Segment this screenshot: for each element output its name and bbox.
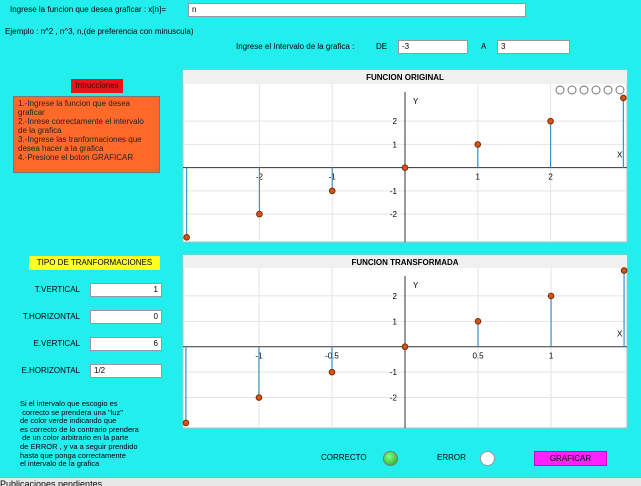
toolbar-icon (579, 85, 589, 95)
x-tick-label: 2 (548, 173, 553, 182)
instruction-line: 3.-Ingrese las tranformaciones que (18, 135, 142, 144)
stem-marker (474, 318, 482, 325)
error-light (480, 451, 495, 466)
toolbar-icon (603, 85, 613, 95)
y-tick-label: -1 (390, 187, 398, 196)
interval-label: Ingrese el Intervalo de la grafica : (236, 42, 355, 51)
y-tick-label: 2 (393, 117, 398, 126)
field-label: T.VERTICAL (34, 285, 80, 294)
instruction-line: de la grafica (18, 126, 62, 135)
stem-marker (620, 94, 627, 102)
instruction-line: 2.-Inrese correctamente el intervalo (18, 117, 144, 126)
field-input[interactable]: 6 (90, 337, 162, 351)
y-tick-label: 1 (393, 140, 398, 149)
plot-button[interactable]: GRAFICAR (534, 451, 607, 466)
y-axis-label: Y (413, 281, 419, 290)
note-text: Si el intervalo que escogio es correcto … (20, 399, 139, 469)
note-line: Si el intervalo que escogio es (20, 399, 118, 408)
y-tick-label: 2 (393, 292, 398, 301)
error-label: ERROR (437, 453, 466, 462)
field-input[interactable]: 0 (90, 310, 162, 324)
toolbar-icon (591, 85, 601, 95)
instruction-line: graficar (18, 108, 45, 117)
note-line: de color verde indicando que (20, 416, 117, 426)
stem-marker (183, 234, 190, 241)
toolbar-icon (615, 85, 625, 95)
taskbar-text: Publicaciones pendientes (0, 479, 103, 486)
instruction-line: desea hacer a la grafica (18, 144, 104, 153)
toolbar-icon (555, 85, 565, 95)
plot-title: FUNCION TRANSFORMADA (351, 258, 458, 267)
instructions-button[interactable]: Intrucciones (71, 79, 123, 93)
correct-light (383, 451, 398, 466)
y-tick-label: -2 (390, 210, 398, 219)
function-input[interactable]: n (188, 3, 526, 17)
stem-marker (547, 117, 554, 125)
taskbar: Publicaciones pendientes (0, 477, 641, 486)
toolbar-icon (567, 85, 577, 95)
stem-marker (401, 343, 409, 351)
field-input[interactable]: 1/2 (90, 364, 162, 378)
plot-title: FUNCION ORIGINAL (366, 73, 444, 82)
stem-marker (401, 164, 409, 171)
note-line: el intervalo de la grafica (20, 459, 100, 469)
stem-marker (255, 394, 263, 401)
stem-marker (620, 267, 628, 274)
instruction-line: 1.-Ingrese la funcion que desea (18, 99, 131, 108)
x-tick-label: 1 (549, 352, 554, 361)
note-line: es correcto de lo contrario prendera (20, 424, 139, 434)
note-line: de un color arbitrario en la parte (20, 433, 129, 443)
stem-marker (328, 368, 336, 376)
note-line: hasta que ponga correctamente (20, 450, 126, 460)
x-axis-label: X (617, 151, 623, 160)
y-axis-label: Y (413, 97, 419, 106)
stem-marker (474, 141, 482, 148)
stem-marker (256, 210, 263, 218)
stem-marker (182, 419, 190, 427)
field-input[interactable]: 1 (90, 283, 162, 297)
field-label: E.VERTICAL (33, 339, 80, 348)
y-tick-label: -1 (390, 368, 398, 377)
transformations-title: TIPO DE TRANFORMACIONES (29, 256, 160, 270)
x-tick-label: 1 (476, 173, 481, 182)
y-tick-label: 1 (393, 317, 398, 326)
stem-marker (547, 292, 555, 300)
from-input[interactable]: -3 (398, 40, 468, 54)
x-axis-label: X (617, 330, 623, 339)
y-tick-label: -2 (390, 394, 398, 403)
correct-label: CORRECTO (321, 453, 367, 462)
example-text: Ejemplo : n^2 , n^3, n,(de preferencia c… (5, 27, 194, 36)
plot-title-bar (183, 70, 627, 84)
from-label: DE (376, 42, 388, 51)
stem-marker (328, 187, 336, 195)
field-label: T.HORIZONTAL (22, 312, 80, 321)
to-label: A (481, 42, 487, 51)
plot-title-bar (183, 255, 627, 268)
field-label: E.HORIZONTAL (21, 366, 80, 375)
instruction-line: 4.-Presione el boton GRAFICAR (18, 153, 134, 162)
function-label: Ingrese la funcion que desea graficar : … (10, 5, 166, 14)
to-input[interactable]: 3 (497, 40, 570, 54)
note-line: correcto se prendera una "luz" (20, 407, 123, 417)
x-tick-label: 0.5 (472, 352, 484, 361)
note-line: de ERROR , y va a seguir prendido (20, 441, 138, 451)
instructions-box: 1.-Ingrese la funcion que desea graficar 2… (13, 96, 160, 173)
